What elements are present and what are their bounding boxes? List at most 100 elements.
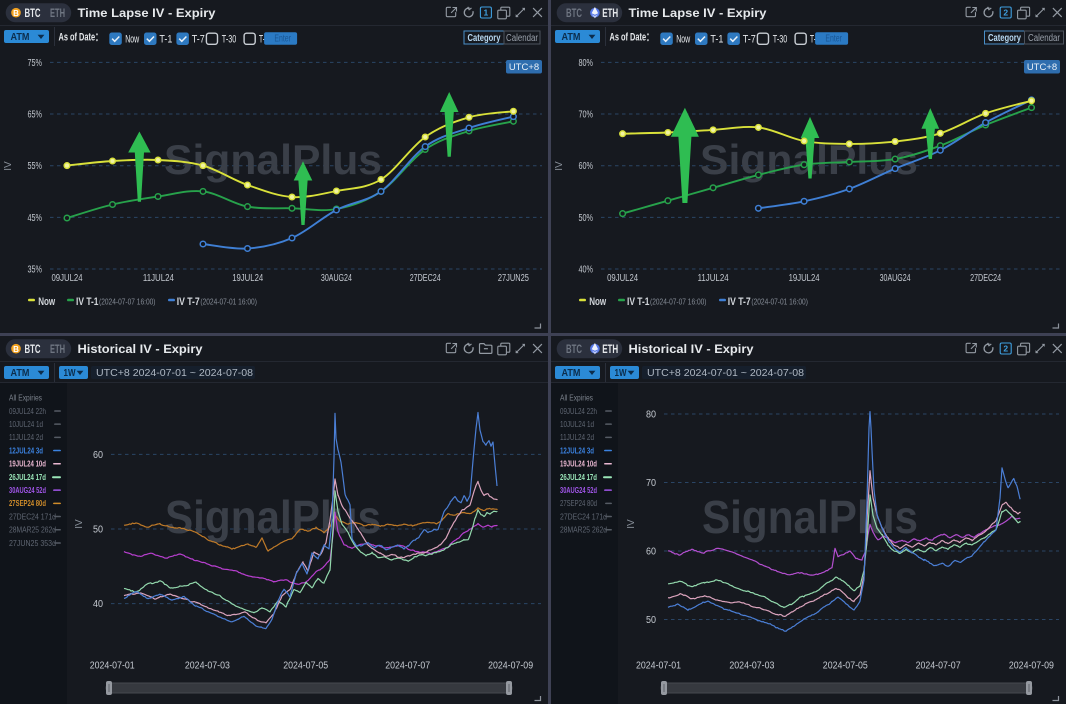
svg-text:28MAR25 262d: 28MAR25 262d	[9, 525, 56, 535]
svg-text:ETH: ETH	[602, 8, 618, 20]
svg-text:1W: 1W	[64, 368, 76, 379]
svg-text:IV: IV	[626, 519, 637, 529]
svg-text:2024-07-05: 2024-07-05	[823, 661, 868, 672]
svg-text:12JUL24 3d: 12JUL24 3d	[9, 445, 43, 455]
svg-text:27DEC24: 27DEC24	[970, 273, 1001, 284]
svg-text:IV: IV	[3, 161, 14, 171]
svg-text:UTC+8: UTC+8	[509, 62, 539, 73]
svg-text:Now: Now	[676, 34, 690, 46]
svg-text:09JUL24: 09JUL24	[52, 273, 83, 284]
svg-text:55%: 55%	[28, 161, 43, 172]
svg-text:IV T-7: IV T-7	[177, 296, 200, 308]
svg-text:Historical IV - Expiry: Historical IV - Expiry	[78, 342, 203, 356]
svg-text:Calendar: Calendar	[1028, 33, 1061, 44]
svg-text:09JUL24 22h: 09JUL24 22h	[560, 406, 597, 416]
svg-text:27SEP24 80d: 27SEP24 80d	[560, 498, 597, 508]
svg-text:B: B	[13, 9, 19, 18]
svg-text:Enter: Enter	[274, 34, 291, 45]
svg-text:All Expiries: All Expiries	[9, 393, 42, 403]
svg-text:Time Lapse IV - Expiry: Time Lapse IV - Expiry	[78, 6, 216, 20]
svg-text:11JUL24 2d: 11JUL24 2d	[9, 432, 43, 442]
svg-text:19JUL24 10d: 19JUL24 10d	[9, 459, 46, 469]
svg-text:ETH: ETH	[50, 8, 65, 20]
svg-text:12JUL24 3d: 12JUL24 3d	[560, 445, 594, 455]
svg-text:ETH: ETH	[602, 344, 618, 356]
svg-text:1: 1	[484, 8, 489, 18]
svg-text:30AUG24 52d: 30AUG24 52d	[9, 485, 46, 495]
svg-text:Now: Now	[589, 296, 606, 308]
svg-text:Now: Now	[125, 34, 139, 46]
svg-text:All Expiries: All Expiries	[560, 393, 593, 403]
svg-text:09JUL24: 09JUL24	[607, 273, 638, 284]
svg-text:10JUL24 1d: 10JUL24 1d	[560, 419, 594, 429]
svg-text:2024-07-09: 2024-07-09	[488, 661, 533, 672]
svg-text:1W: 1W	[615, 368, 627, 379]
svg-text:Time Lapse IV - Expiry: Time Lapse IV - Expiry	[629, 6, 767, 20]
svg-text:T-: T-	[259, 34, 265, 46]
svg-text:28MAR25 262d: 28MAR25 262d	[560, 525, 607, 535]
svg-text:27DEC24 171d: 27DEC24 171d	[560, 511, 607, 521]
svg-text:ATM: ATM	[562, 31, 581, 43]
svg-text:2024-07-07: 2024-07-07	[916, 661, 961, 672]
svg-text:60%: 60%	[579, 161, 594, 172]
svg-text:11JUL24 2d: 11JUL24 2d	[560, 432, 594, 442]
svg-text:2024-07-03: 2024-07-03	[185, 661, 230, 672]
svg-text:50%: 50%	[579, 213, 594, 224]
svg-text:T-30: T-30	[222, 34, 237, 46]
svg-text:2: 2	[1003, 8, 1008, 18]
svg-text:T-: T-	[810, 34, 816, 46]
svg-text:IV: IV	[74, 519, 85, 529]
svg-text:2024-07-05: 2024-07-05	[283, 661, 328, 672]
svg-text:50: 50	[646, 615, 656, 626]
svg-text:T-7: T-7	[743, 34, 756, 46]
svg-text:IV T-1: IV T-1	[76, 296, 99, 308]
svg-text:SignalPlus: SignalPlus	[165, 491, 381, 543]
svg-text:2024-07-07: 2024-07-07	[385, 661, 430, 672]
svg-text:UTC+8 2024-07-01 ~ 2024-07-08: UTC+8 2024-07-01 ~ 2024-07-08	[96, 367, 253, 379]
svg-text:27DEC24 171d: 27DEC24 171d	[9, 511, 56, 521]
svg-text:ETH: ETH	[50, 344, 65, 356]
svg-text:70: 70	[646, 478, 656, 489]
svg-text:UTC+8: UTC+8	[1027, 62, 1057, 73]
svg-text:10JUL24 1d: 10JUL24 1d	[9, 419, 43, 429]
svg-text:60: 60	[93, 450, 103, 461]
svg-text:(2024-07-01 16:00): (2024-07-01 16:00)	[200, 296, 257, 306]
svg-text:11JUL24: 11JUL24	[143, 273, 174, 284]
svg-text:45%: 45%	[28, 213, 43, 224]
svg-text:40: 40	[93, 599, 103, 610]
svg-text:(2024-07-07 16:00): (2024-07-07 16:00)	[650, 296, 707, 306]
svg-text:19JUL24: 19JUL24	[789, 273, 820, 284]
svg-text:70%: 70%	[579, 110, 594, 121]
svg-text:40%: 40%	[579, 265, 594, 276]
svg-text:19JUL24 10d: 19JUL24 10d	[560, 459, 597, 469]
svg-text:As of Date：: As of Date：	[59, 32, 103, 44]
svg-text:IV T-7: IV T-7	[728, 296, 751, 308]
svg-text:ATM: ATM	[562, 367, 581, 379]
svg-text:30AUG24: 30AUG24	[321, 273, 352, 284]
svg-text:BTC: BTC	[25, 8, 41, 20]
svg-text:2024-07-09: 2024-07-09	[1009, 661, 1054, 672]
svg-text:2024-07-01: 2024-07-01	[636, 661, 681, 672]
svg-text:09JUL24 22h: 09JUL24 22h	[9, 406, 46, 416]
svg-text:19JUL24: 19JUL24	[232, 273, 263, 284]
svg-text:As of Date：: As of Date：	[610, 32, 654, 44]
svg-text:27JUN25: 27JUN25	[498, 273, 529, 284]
svg-text:(2024-07-07 16:00): (2024-07-07 16:00)	[99, 296, 156, 306]
svg-text:UTC+8 2024-07-01 ~ 2024-07-08: UTC+8 2024-07-01 ~ 2024-07-08	[647, 367, 804, 379]
svg-text:BTC: BTC	[25, 344, 41, 356]
svg-text:Calendar: Calendar	[506, 33, 539, 44]
svg-text:30AUG24: 30AUG24	[880, 273, 911, 284]
svg-text:IV T-1: IV T-1	[627, 296, 650, 308]
svg-text:26JUL24 17d: 26JUL24 17d	[560, 472, 597, 482]
svg-text:27DEC24: 27DEC24	[410, 273, 441, 284]
svg-text:75%: 75%	[28, 58, 43, 69]
svg-text:Category: Category	[988, 33, 1021, 44]
svg-text:27JUN25 353d: 27JUN25 353d	[9, 538, 56, 548]
svg-text:65%: 65%	[28, 110, 43, 121]
svg-text:BTC: BTC	[566, 8, 582, 20]
svg-text:80: 80	[646, 410, 656, 421]
svg-text:2024-07-01: 2024-07-01	[90, 661, 135, 672]
svg-text:35%: 35%	[28, 265, 43, 276]
svg-text:T-1: T-1	[159, 34, 172, 46]
svg-text:Enter: Enter	[825, 34, 842, 45]
